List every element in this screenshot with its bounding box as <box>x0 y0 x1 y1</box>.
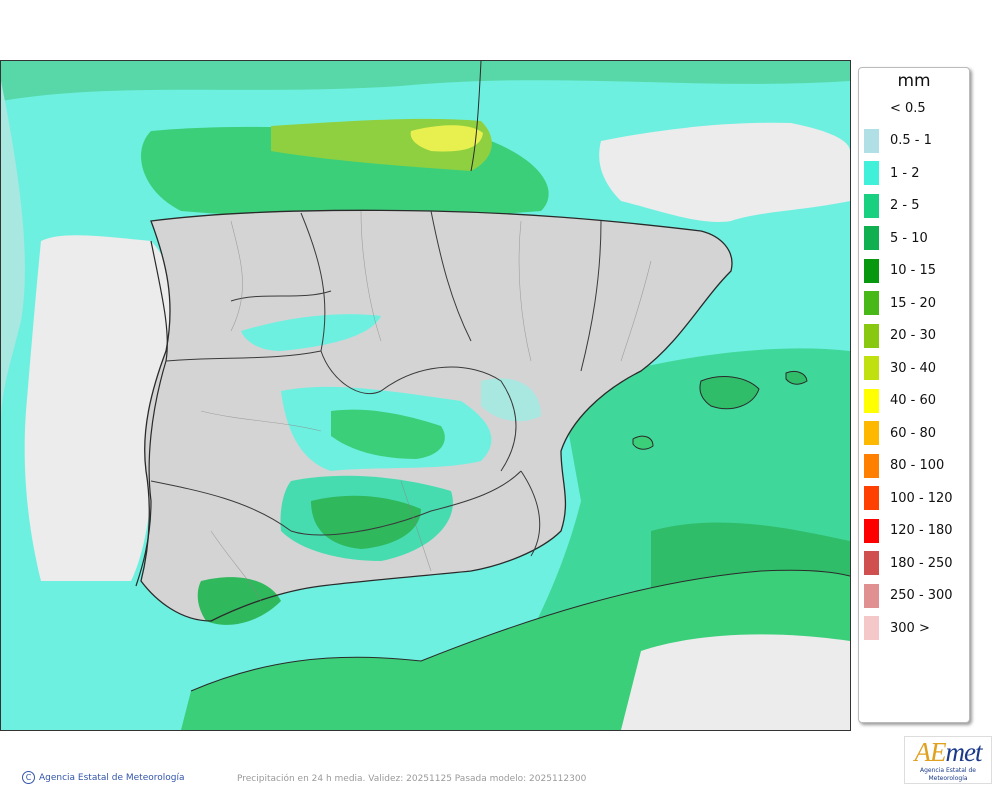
portugal-area <box>24 235 175 581</box>
legend-swatch <box>864 518 879 543</box>
legend-row: 40 - 60 <box>859 388 937 413</box>
legend-row: 5 - 10 <box>859 226 928 250</box>
mallorca-island <box>699 376 760 410</box>
legend-label: 5 - 10 <box>890 230 928 246</box>
legend-row: < 0.5 <box>859 96 926 120</box>
legend-swatch <box>864 551 879 575</box>
france-coast <box>470 61 482 172</box>
precipitation-legend: mm < 0.5 0.5 - 1 1 - 2 2 - 5 5 - 10 10 - 15 15… <box>858 67 970 723</box>
legend-label: 60 - 80 <box>890 425 937 441</box>
legend-swatch <box>864 356 879 380</box>
legend-label: < 0.5 <box>890 100 926 116</box>
map-canvas <box>1 61 850 730</box>
legend-label: 15 - 20 <box>890 295 937 311</box>
menorca-island <box>785 370 808 385</box>
legend-label: 180 - 250 <box>890 555 953 571</box>
province-borders <box>200 210 652 602</box>
legend-row: 2 - 5 <box>859 193 920 218</box>
regional-borders <box>150 210 602 557</box>
legend-row: 30 - 40 <box>859 356 936 380</box>
ibiza-island <box>632 435 654 450</box>
legend-label: 80 - 100 <box>890 458 945 473</box>
legend-row: 1 - 2 <box>859 161 920 185</box>
legend-row: 60 - 80 <box>859 421 936 445</box>
legend-row: 180 - 250 <box>859 551 953 575</box>
legend-swatch <box>864 161 879 185</box>
legend-swatch <box>864 421 879 445</box>
legend-swatch <box>864 583 879 608</box>
precipitation-map[interactable] <box>0 60 851 731</box>
legend-swatch <box>864 226 879 250</box>
legend-row: 10 - 15 <box>859 258 937 283</box>
legend-row: 100 - 120 <box>859 486 953 510</box>
legend-swatch <box>864 128 879 153</box>
legend-label: 10 - 15 <box>890 263 937 278</box>
logo-subtitle: Agencia Estatal de Meteorología <box>919 767 976 782</box>
spain-border <box>140 209 733 622</box>
legend-swatch <box>864 616 879 640</box>
legend-swatch <box>864 323 879 348</box>
legend-title: mm <box>897 71 931 91</box>
logo-met: met <box>945 737 983 767</box>
legend-label: 250 - 300 <box>890 588 953 603</box>
legend-row: 300 > <box>859 616 930 640</box>
legend-label: 0.5 - 1 <box>890 133 932 148</box>
legend-label: 40 - 60 <box>890 393 937 408</box>
agency-credit: C Agencia Estatal de Meteorología <box>22 771 185 784</box>
legend-label: 300 > <box>890 620 930 636</box>
copyright-icon: C <box>22 771 35 784</box>
legend-swatch <box>864 388 879 413</box>
legend-label: 30 - 40 <box>890 360 937 376</box>
legend-row: 0.5 - 1 <box>859 128 932 153</box>
legend-row: 15 - 20 <box>859 291 936 315</box>
portugal-border <box>135 240 168 587</box>
logo-ae: AE <box>914 737 947 767</box>
legend-swatch <box>864 486 879 510</box>
legend-swatch <box>864 193 879 218</box>
agency-credit-text: Agencia Estatal de Meteorología <box>39 772 185 783</box>
legend-row: 20 - 30 <box>859 323 937 348</box>
aemet-logo[interactable]: AEmet Agencia Estatal de Meteorología <box>904 736 992 784</box>
legend-label: 2 - 5 <box>890 198 920 213</box>
france-area <box>599 122 850 222</box>
legend-swatch <box>864 453 879 478</box>
logo-wordmark: AEmet <box>905 737 991 767</box>
africa-coast <box>190 569 850 692</box>
legend-label: 100 - 120 <box>890 490 953 506</box>
legend-row: 120 - 180 <box>859 518 953 543</box>
legend-swatch <box>864 96 879 120</box>
legend-label: 120 - 180 <box>890 523 953 538</box>
legend-label: 20 - 30 <box>890 328 937 343</box>
legend-swatch <box>864 258 879 283</box>
legend-label: 1 - 2 <box>890 165 920 181</box>
map-caption: Precipitación en 24 h media. Validez: 20… <box>237 774 587 784</box>
legend-swatch <box>864 291 879 315</box>
legend-row: 250 - 300 <box>859 583 953 608</box>
legend-row: 80 - 100 <box>859 453 945 478</box>
